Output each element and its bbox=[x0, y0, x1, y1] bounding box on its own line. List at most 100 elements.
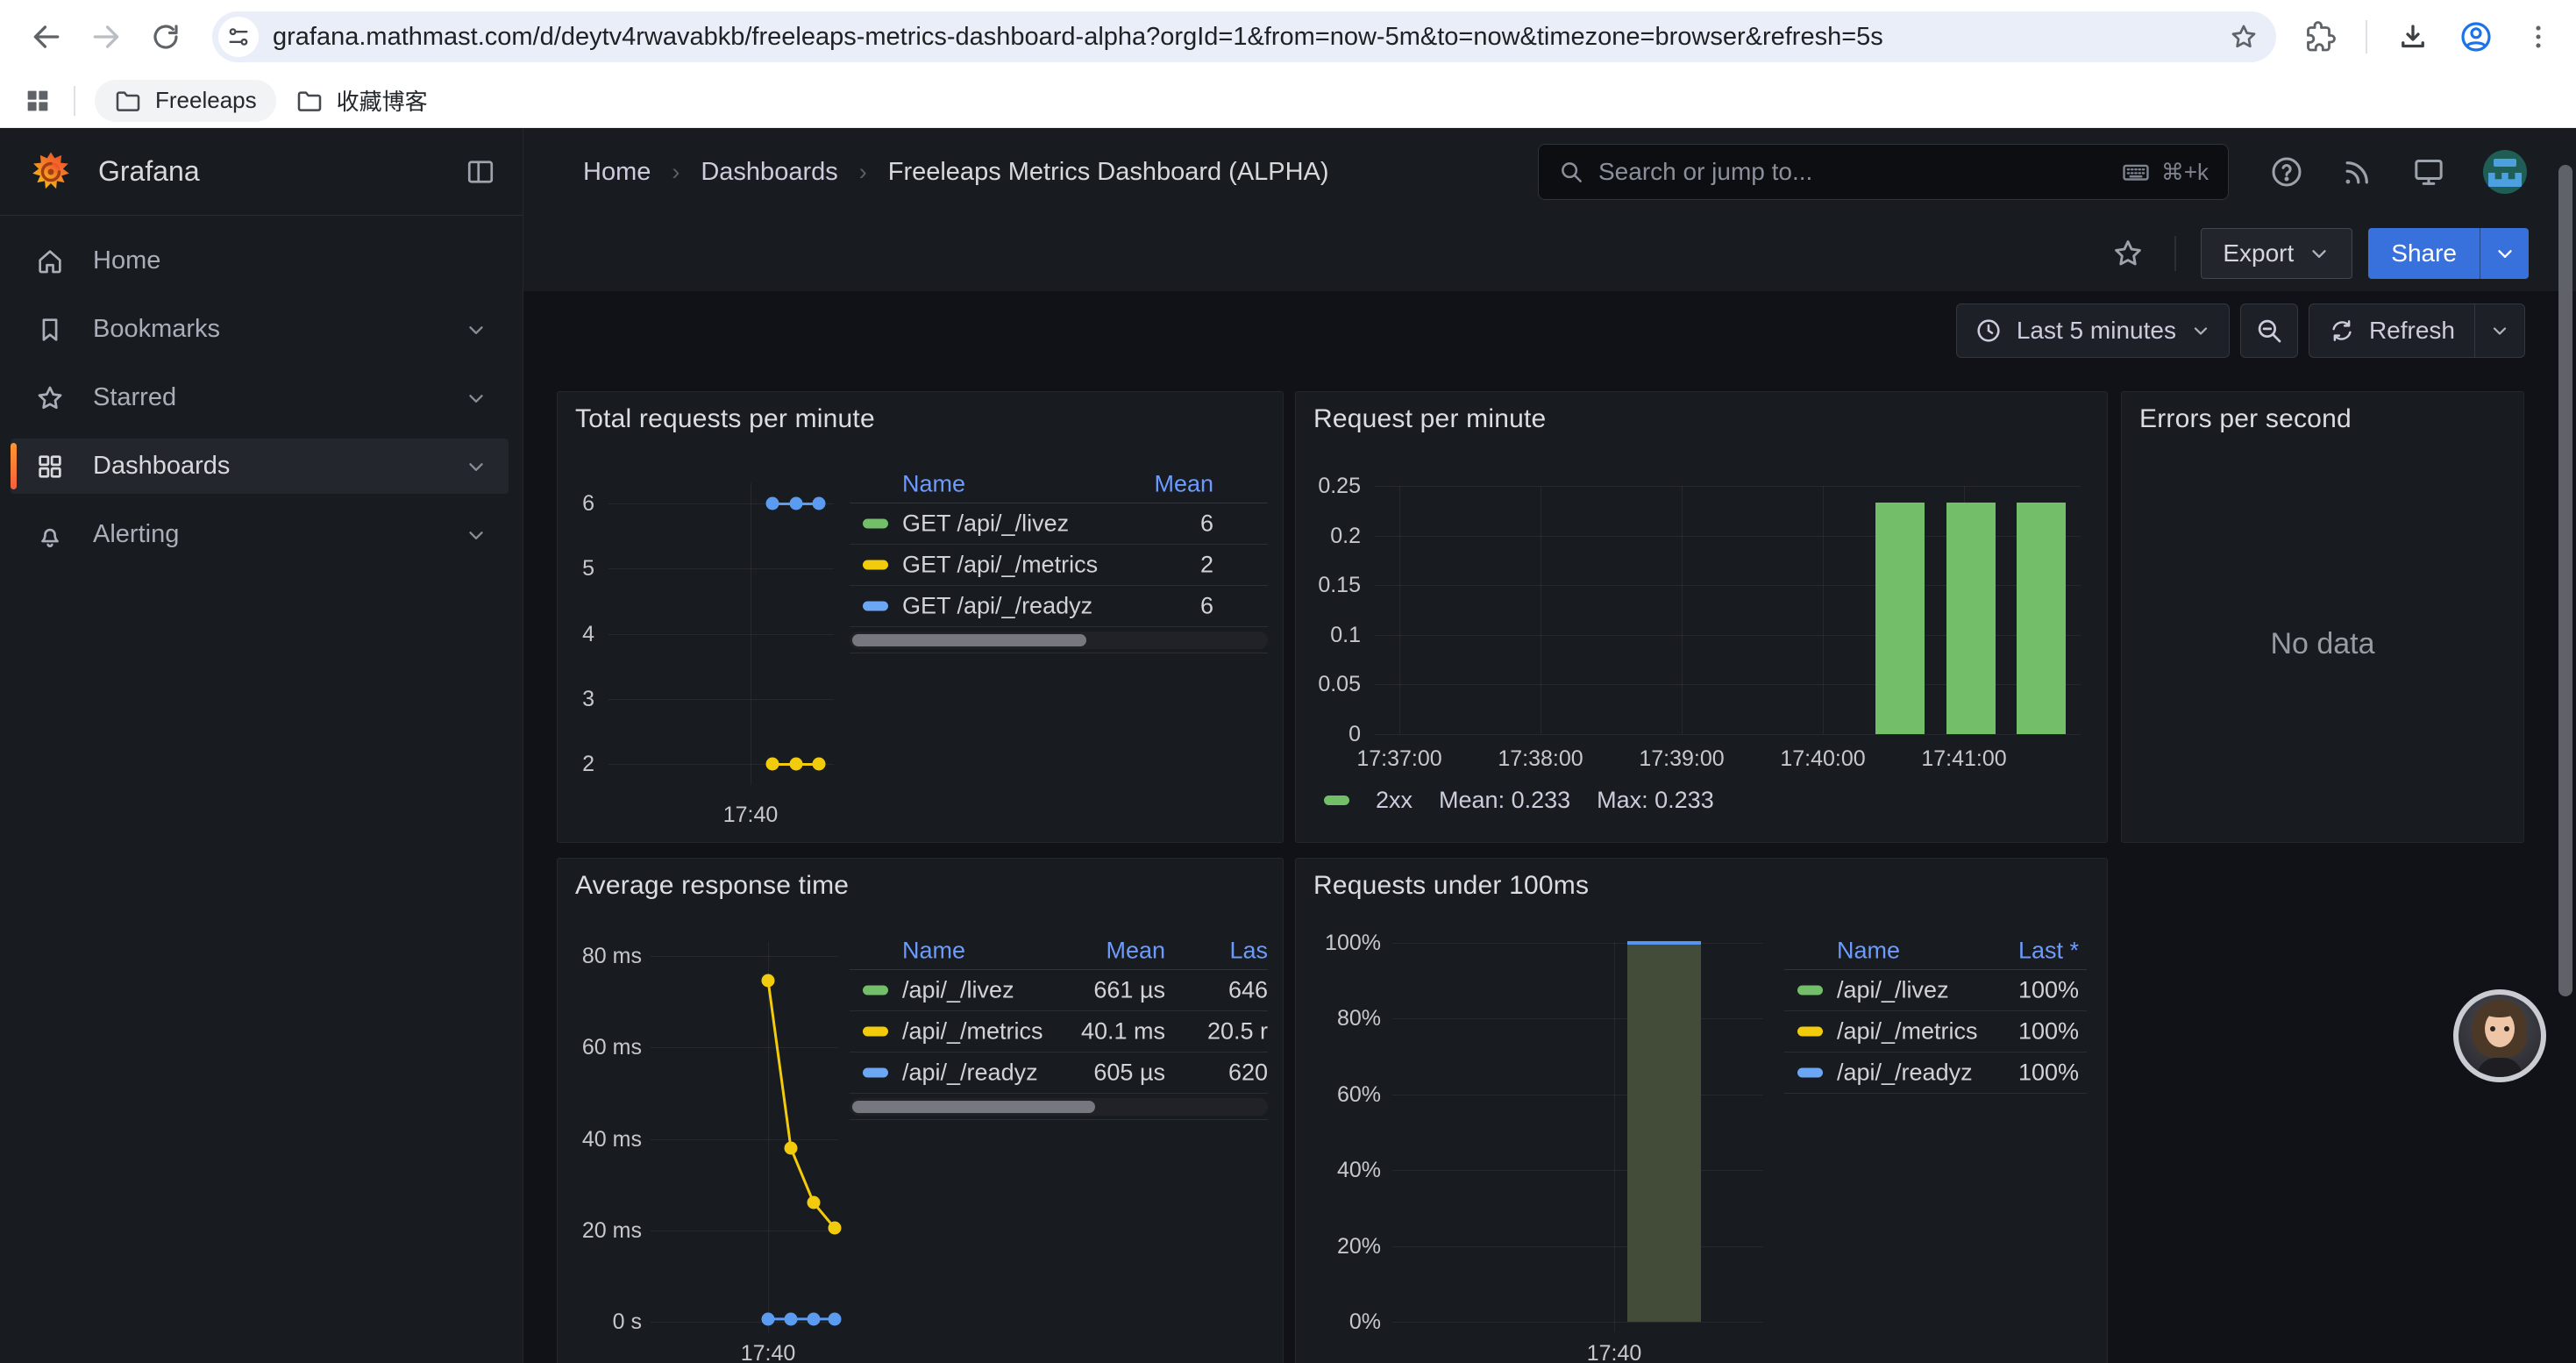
legend-row[interactable]: /api/_/readyz 100% bbox=[1784, 1053, 2087, 1094]
chevron-down-icon[interactable] bbox=[465, 318, 487, 341]
x-axis-label: 17:41:00 bbox=[1921, 746, 2007, 771]
legend-row[interactable]: /api/_/readyz 605 µs 620 bbox=[850, 1053, 1268, 1094]
legend-row[interactable]: GET /api/_/metrics 2 bbox=[850, 545, 1268, 586]
y-axis-label: 60 ms bbox=[581, 1035, 642, 1060]
share-button-group: Share bbox=[2368, 228, 2529, 279]
legend-row[interactable]: /api/_/metrics 100% bbox=[1784, 1011, 2087, 1053]
y-axis-label: 20 ms bbox=[581, 1217, 642, 1243]
y-axis-label: 80 ms bbox=[581, 944, 642, 968]
page-scrollbar[interactable] bbox=[2558, 165, 2572, 996]
legend-table: Name Mean GET /api/_/livez 6 GET /api/_/metr… bbox=[850, 466, 1268, 653]
gridline-v bbox=[768, 942, 769, 1332]
sidebar-item-home[interactable]: Home bbox=[11, 233, 509, 289]
panel-title[interactable]: Average response time bbox=[575, 871, 850, 900]
series-color-pill bbox=[1797, 985, 1823, 995]
breadcrumb-home[interactable]: Home bbox=[583, 157, 651, 186]
export-button[interactable]: Export bbox=[2201, 228, 2353, 279]
bookmark-folder-freeleaps[interactable]: Freeleaps bbox=[95, 79, 276, 122]
user-avatar[interactable] bbox=[2483, 150, 2527, 194]
search-icon bbox=[1558, 159, 1584, 185]
chevron-down-icon[interactable] bbox=[465, 455, 487, 478]
apps-grid-icon[interactable] bbox=[23, 86, 53, 116]
panel-title[interactable]: Requests under 100ms bbox=[1313, 871, 1590, 900]
sidebar-item-starred[interactable]: Starred bbox=[11, 370, 509, 425]
panel-errors-per-second[interactable]: Errors per second No data bbox=[2121, 391, 2524, 843]
favorite-star-icon[interactable] bbox=[2106, 232, 2150, 275]
refresh-button[interactable]: Refresh bbox=[2309, 304, 2474, 357]
breadcrumb-current: Freeleaps Metrics Dashboard (ALPHA) bbox=[887, 157, 1329, 186]
back-icon[interactable] bbox=[26, 17, 67, 57]
panel-title[interactable]: Errors per second bbox=[2139, 404, 2352, 433]
legend-scrollbar[interactable] bbox=[850, 1098, 1268, 1116]
zoom-out-button[interactable] bbox=[2239, 303, 2298, 358]
panel-average-response-time[interactable]: Average response time 80 ms 60 ms 40 ms 20 … bbox=[557, 858, 1284, 1363]
x-axis-label: 17:40 bbox=[722, 803, 779, 827]
forward-icon[interactable] bbox=[86, 17, 126, 57]
series-color-pill bbox=[863, 985, 888, 995]
grafana-logo[interactable] bbox=[28, 149, 74, 195]
bookmark-folder-label: 收藏博客 bbox=[336, 89, 428, 115]
data-point bbox=[761, 974, 775, 988]
legend-scrollbar-thumb bbox=[852, 634, 1087, 646]
news-icon[interactable] bbox=[2341, 155, 2374, 189]
search-input[interactable]: Search or jump to... ⌘+k bbox=[1538, 144, 2229, 200]
legend-row[interactable]: /api/_/metrics 40.1 ms 20.5 r bbox=[850, 1011, 1268, 1053]
help-icon[interactable] bbox=[2269, 154, 2304, 189]
panel-request-per-minute[interactable]: Request per minute 0.25 0.2 0.15 0.1 0.05 0 17… bbox=[1295, 391, 2108, 843]
url-text[interactable]: grafana.mathmast.com/d/deytv4rwavabkb/fr… bbox=[273, 22, 1883, 51]
legend-row[interactable]: GET /api/_/readyz 6 bbox=[850, 586, 1268, 627]
sidebar-item-bookmarks[interactable]: Bookmarks bbox=[11, 302, 509, 357]
bookmark-star-icon[interactable] bbox=[2229, 22, 2259, 52]
series-color-pill bbox=[863, 518, 888, 529]
legend-row[interactable]: 2xx Mean: 0.233 Max: 0.233 bbox=[1324, 787, 1714, 814]
gridline-v bbox=[1682, 486, 1683, 734]
profile-icon[interactable] bbox=[2459, 19, 2494, 54]
panel-total-requests[interactable]: Total requests per minute 6 5 4 3 2 17:40 Nam… bbox=[557, 391, 1284, 843]
legend-row[interactable]: GET /api/_/livez 6 bbox=[850, 503, 1268, 545]
downloads-icon[interactable] bbox=[2397, 21, 2429, 53]
legend-scrollbar[interactable] bbox=[850, 632, 1268, 649]
legend-row[interactable]: /api/_/livez 661 µs 646 bbox=[850, 970, 1268, 1011]
gridline-h bbox=[1392, 943, 1763, 944]
y-axis-label: 0% bbox=[1348, 1309, 1381, 1334]
chevron-down-icon[interactable] bbox=[465, 524, 487, 546]
reload-icon[interactable] bbox=[146, 17, 186, 57]
gridline-h bbox=[1392, 1322, 1763, 1323]
sidebar-collapse-icon[interactable] bbox=[465, 156, 496, 188]
refresh-label: Refresh bbox=[2368, 317, 2455, 344]
data-point bbox=[812, 496, 826, 510]
assistant-avatar-overlay[interactable] bbox=[2453, 989, 2546, 1082]
address-bar[interactable]: grafana.mathmast.com/d/deytv4rwavabkb/fr… bbox=[212, 11, 2276, 62]
chevron-down-icon[interactable] bbox=[465, 387, 487, 410]
sidebar-item-dashboards[interactable]: Dashboards bbox=[11, 439, 509, 494]
bookmarks-divider bbox=[74, 85, 75, 116]
site-settings-icon[interactable] bbox=[218, 17, 259, 57]
refresh-interval-caret[interactable] bbox=[2474, 304, 2524, 357]
menu-icon[interactable] bbox=[2523, 22, 2553, 52]
gridline-h bbox=[1392, 1018, 1763, 1020]
bookmark-folder-blogs[interactable]: 收藏博客 bbox=[276, 80, 447, 122]
legend-value-last: 620 bbox=[1228, 1059, 1268, 1086]
panel-title[interactable]: Request per minute bbox=[1313, 404, 1547, 433]
legend-value-last: 100% bbox=[2017, 1059, 2079, 1086]
legend-value-mean: 2 bbox=[1199, 551, 1213, 578]
gridline-h bbox=[608, 764, 834, 765]
extensions-icon[interactable] bbox=[2304, 21, 2336, 53]
sidebar-item-alerting[interactable]: Alerting bbox=[11, 507, 509, 562]
series-color-pill bbox=[863, 560, 888, 570]
legend-table: Name Last */api/_/livez 100%/api/_/metrics… bbox=[1784, 932, 2087, 1094]
gridline-v bbox=[1614, 942, 1615, 1332]
breadcrumb-dashboards[interactable]: Dashboards bbox=[701, 157, 838, 186]
gridline-h bbox=[1375, 634, 2081, 636]
time-range-picker[interactable]: Last 5 minutes bbox=[1955, 303, 2230, 358]
legend-header-mean: Mean bbox=[1106, 937, 1165, 964]
share-menu-caret[interactable] bbox=[2480, 228, 2529, 279]
panel-title[interactable]: Total requests per minute bbox=[575, 404, 875, 433]
sidebar: Grafana Home Bookmarks Starred bbox=[0, 128, 523, 1363]
panel-requests-under-100ms[interactable]: Requests under 100ms 100% 80% 60% 40% 20% 0% 1… bbox=[1295, 858, 2108, 1363]
y-axis-label: 2 bbox=[582, 752, 594, 776]
legend-value-mean: 605 µs bbox=[1093, 1059, 1165, 1086]
legend-row[interactable]: /api/_/livez 100% bbox=[1784, 970, 2087, 1011]
monitor-icon[interactable] bbox=[2411, 154, 2446, 189]
share-button[interactable]: Share bbox=[2368, 228, 2480, 279]
